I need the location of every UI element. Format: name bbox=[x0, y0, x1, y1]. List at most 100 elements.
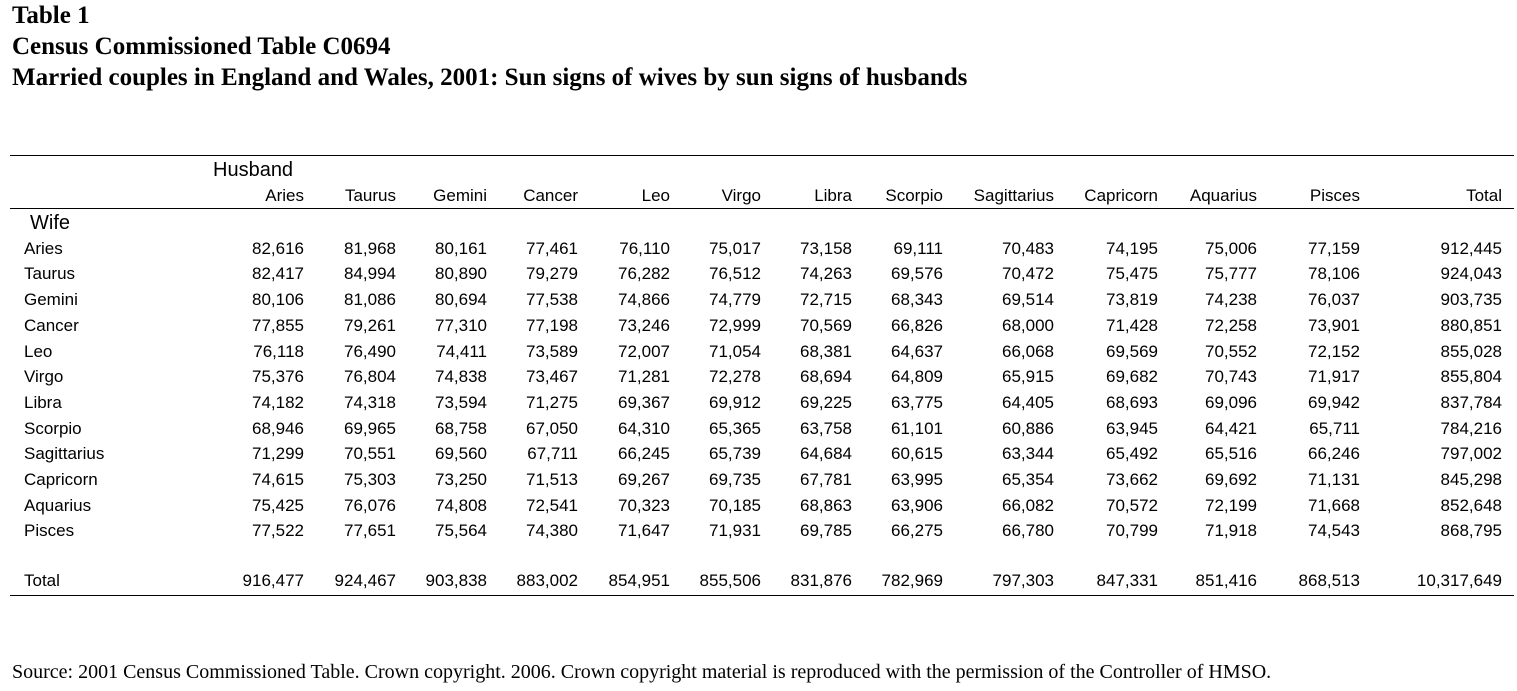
table-cell: 60,886 bbox=[1002, 419, 1054, 438]
row-label: Sagittarius bbox=[24, 444, 105, 463]
table-cell: 69,560 bbox=[435, 444, 487, 463]
table-cell: 852,648 bbox=[1440, 496, 1502, 515]
table-cell: 797,002 bbox=[1440, 444, 1502, 463]
row-label: Libra bbox=[24, 393, 62, 412]
table-cell: 69,942 bbox=[1308, 393, 1360, 412]
table-cell: 74,182 bbox=[252, 393, 304, 412]
table-cell: 80,161 bbox=[435, 239, 487, 258]
table-cell: 903,735 bbox=[1440, 290, 1502, 309]
row-label: Capricorn bbox=[24, 470, 98, 489]
table-cell: 73,901 bbox=[1308, 316, 1360, 335]
total-cell: 883,002 bbox=[516, 571, 578, 590]
table-cell: 76,076 bbox=[344, 496, 396, 515]
table-cell: 69,096 bbox=[1205, 393, 1257, 412]
table-titles: Table 1 Census Commissioned Table C0694 … bbox=[12, 0, 967, 93]
table-cell: 855,028 bbox=[1440, 342, 1502, 361]
table-cell: 63,906 bbox=[891, 496, 943, 515]
table-cell: 77,538 bbox=[526, 290, 578, 309]
table-cell: 77,522 bbox=[252, 521, 304, 540]
row-label: Leo bbox=[24, 342, 53, 361]
total-cell: 924,467 bbox=[334, 571, 396, 590]
table-cell: 73,594 bbox=[435, 393, 487, 412]
table-cell: 69,965 bbox=[344, 419, 396, 438]
table-cell: 70,185 bbox=[709, 496, 761, 515]
table-cell: 65,739 bbox=[709, 444, 761, 463]
table-cell: 855,804 bbox=[1440, 367, 1502, 386]
table-cell: 64,684 bbox=[800, 444, 852, 463]
table-cell: 66,068 bbox=[1002, 342, 1054, 361]
column-header: Aries bbox=[265, 186, 304, 205]
source-note: Source: 2001 Census Commissioned Table. … bbox=[12, 661, 1272, 683]
table-cell: 69,912 bbox=[709, 393, 761, 412]
table-cell: 63,775 bbox=[891, 393, 943, 412]
table-cell: 912,445 bbox=[1440, 239, 1502, 258]
table-bottom-rule bbox=[10, 595, 1514, 596]
table-cell: 784,216 bbox=[1440, 419, 1502, 438]
table-cell: 70,799 bbox=[1106, 521, 1158, 540]
table-cell: 69,267 bbox=[618, 470, 670, 489]
column-header: Total bbox=[1466, 186, 1502, 205]
total-cell: 851,416 bbox=[1195, 571, 1257, 590]
table-caption: Married couples in England and Wales, 20… bbox=[12, 64, 968, 91]
table-cell: 69,682 bbox=[1106, 367, 1158, 386]
table-cell: 72,258 bbox=[1205, 316, 1257, 335]
table-cell: 73,250 bbox=[435, 470, 487, 489]
column-header: Aquarius bbox=[1189, 186, 1257, 205]
table-cell: 63,344 bbox=[1002, 444, 1054, 463]
total-cell: 854,951 bbox=[608, 571, 670, 590]
column-header: Pisces bbox=[1309, 186, 1360, 205]
total-cell: 847,331 bbox=[1096, 571, 1158, 590]
table-cell: 77,310 bbox=[435, 316, 487, 335]
table-cell: 74,543 bbox=[1308, 521, 1360, 540]
table-cell: 69,111 bbox=[893, 239, 943, 258]
table-cell: 74,263 bbox=[800, 264, 852, 283]
table-cell: 64,809 bbox=[891, 367, 943, 386]
table-cell: 65,365 bbox=[709, 419, 761, 438]
table-cell: 74,195 bbox=[1106, 239, 1158, 258]
table-cell: 71,918 bbox=[1205, 521, 1257, 540]
table-cell: 73,158 bbox=[800, 239, 852, 258]
table-cell: 73,662 bbox=[1106, 470, 1158, 489]
table-cell: 72,007 bbox=[618, 342, 670, 361]
sun-sign-table: Aries Taurus Gemini Cancer Leo Virgo Libra Scor… bbox=[24, 186, 1502, 590]
table-cell: 71,931 bbox=[709, 521, 761, 540]
table-cell: 72,541 bbox=[526, 496, 578, 515]
table-code: Census Commissioned Table C0694 bbox=[12, 33, 391, 60]
table-cell: 71,668 bbox=[1308, 496, 1360, 515]
table-cell: 72,999 bbox=[709, 316, 761, 335]
row-group-label: Wife bbox=[30, 212, 70, 234]
table-cell: 75,006 bbox=[1205, 239, 1257, 258]
table-cell: 75,475 bbox=[1106, 264, 1158, 283]
table-cell: 79,279 bbox=[526, 264, 578, 283]
row-label: Taurus bbox=[24, 264, 76, 283]
table-cell: 73,246 bbox=[618, 316, 670, 335]
table-cell: 69,735 bbox=[709, 470, 761, 489]
header-bottom-rule bbox=[10, 208, 1514, 209]
column-header: Virgo bbox=[721, 186, 761, 205]
row-label: Scorpio bbox=[24, 419, 82, 438]
table-cell: 70,472 bbox=[1002, 264, 1054, 283]
table-cell: 78,106 bbox=[1308, 264, 1360, 283]
column-header: Taurus bbox=[344, 186, 396, 205]
table-number: Table 1 bbox=[12, 2, 90, 29]
table-cell: 82,417 bbox=[252, 264, 304, 283]
table-cell: 63,758 bbox=[800, 419, 852, 438]
table-cell: 64,405 bbox=[1002, 393, 1054, 412]
table-cell: 67,781 bbox=[800, 470, 852, 489]
table-cell: 65,516 bbox=[1205, 444, 1257, 463]
column-header: Libra bbox=[814, 186, 852, 205]
table-cell: 72,715 bbox=[800, 290, 852, 309]
column-header: Scorpio bbox=[885, 186, 943, 205]
table-cell: 880,851 bbox=[1440, 316, 1502, 335]
table-cell: 76,490 bbox=[344, 342, 396, 361]
table-cell: 69,569 bbox=[1106, 342, 1158, 361]
column-header: Capricorn bbox=[1084, 186, 1158, 205]
row-label: Gemini bbox=[24, 290, 78, 309]
table-cell: 69,225 bbox=[800, 393, 852, 412]
table-cell: 72,199 bbox=[1205, 496, 1257, 515]
table-cell: 64,421 bbox=[1205, 419, 1257, 438]
table-cell: 76,118 bbox=[253, 342, 304, 361]
table-cell: 71,428 bbox=[1106, 316, 1158, 335]
total-cell: 831,876 bbox=[790, 571, 852, 590]
table-cell: 71,054 bbox=[709, 342, 761, 361]
